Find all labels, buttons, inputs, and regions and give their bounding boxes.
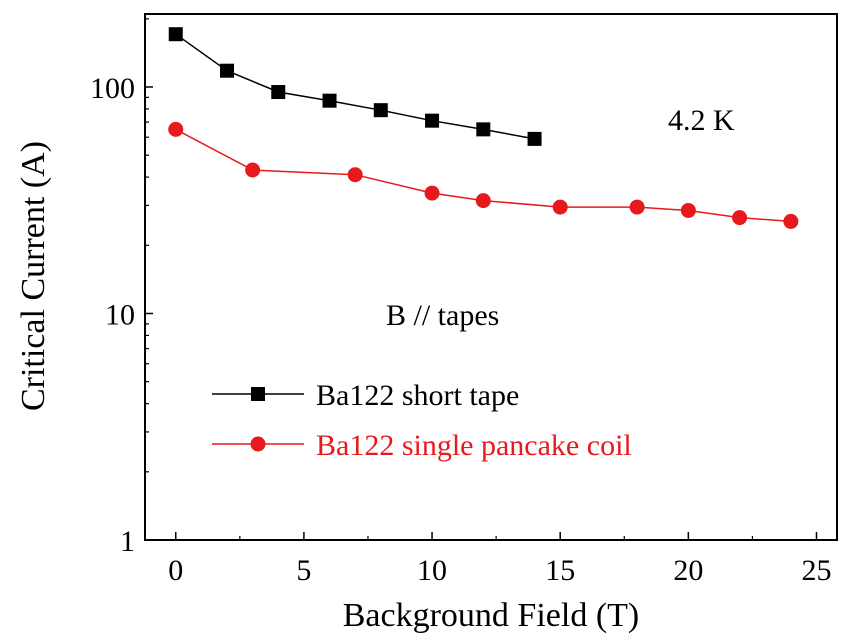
data-point-square [425, 113, 440, 128]
annotation-field-orientation: B // tapes [386, 299, 499, 332]
data-point-square [476, 122, 491, 137]
series-line-1 [175, 128, 791, 223]
legend-marker-pancake-coil [250, 436, 266, 452]
y-tick-label: 100 [90, 72, 135, 105]
y-tick-label: 10 [105, 298, 135, 331]
data-point-circle [680, 202, 696, 218]
data-point-square [373, 103, 388, 118]
data-point-circle [552, 199, 568, 215]
y-axis-title: Critical Current (A) [15, 141, 52, 411]
annotation-temperature: 4.2 K [668, 104, 735, 137]
x-tick-label: 25 [801, 554, 831, 587]
data-point-circle [783, 213, 799, 229]
data-point-square [527, 131, 542, 146]
legend-marker-short-tape [251, 387, 265, 401]
series-layer [168, 27, 799, 229]
y-axis: 1 10 100 [90, 18, 153, 558]
data-point-square [322, 93, 337, 108]
x-tick-label: 10 [417, 554, 447, 587]
data-point-circle [629, 199, 645, 215]
data-point-circle [347, 167, 363, 183]
x-tick-label: 5 [296, 554, 311, 587]
x-axis: 0 5 10 15 20 25 [168, 532, 831, 587]
data-point-square [220, 63, 235, 78]
plot-frame [144, 13, 838, 541]
data-point-circle [424, 185, 440, 201]
y-tick-label: 1 [120, 525, 135, 558]
data-point-circle [245, 162, 261, 178]
data-point-circle [732, 210, 748, 226]
data-point-circle [475, 193, 491, 209]
legend: Ba122 short tape Ba122 single pancake co… [212, 379, 632, 462]
x-tick-label: 0 [168, 554, 183, 587]
x-tick-label: 20 [673, 554, 703, 587]
data-point-square [168, 27, 183, 42]
legend-label-short-tape: Ba122 short tape [316, 379, 519, 412]
data-point-circle [168, 121, 184, 137]
series-line-0 [175, 33, 535, 140]
x-axis-title: Background Field (T) [343, 597, 640, 634]
x-tick-label: 15 [545, 554, 575, 587]
data-point-square [271, 85, 286, 100]
legend-label-pancake-coil: Ba122 single pancake coil [316, 429, 632, 462]
